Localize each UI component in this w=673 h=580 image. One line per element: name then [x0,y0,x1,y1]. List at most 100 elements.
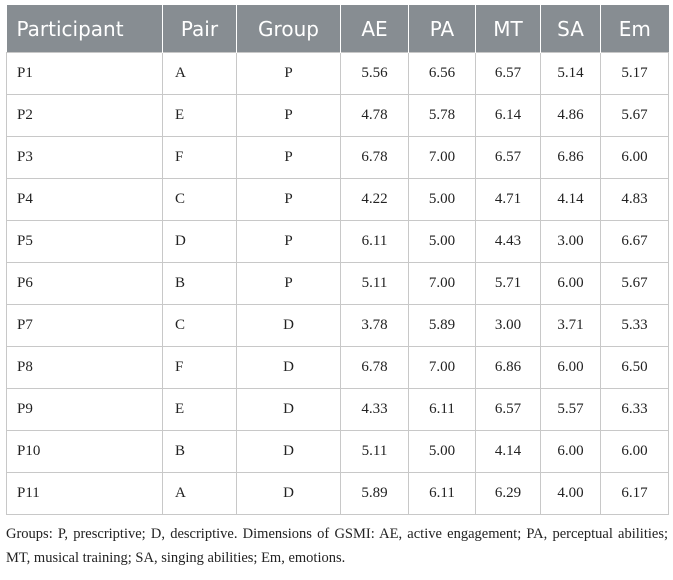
table-cell: P4 [6,178,163,221]
table-cell: 4.71 [475,178,541,221]
table-cell: 6.78 [340,136,409,179]
table-cell: 6.56 [408,52,476,95]
table-cell: B [162,430,237,473]
table-cell: B [162,262,237,305]
table-cell: P [236,136,341,179]
table-row: P8 F D 6.78 7.00 6.86 6.00 6.50 [6,346,669,389]
table-cell: P8 [6,346,163,389]
table-cell: C [162,178,237,221]
table-cell: 6.86 [475,346,541,389]
table-row: P7 C D 3.78 5.89 3.00 3.71 5.33 [6,304,669,347]
table-cell: 4.33 [340,388,409,431]
table-cell: 6.57 [475,136,541,179]
table-cell: 5.00 [408,220,476,263]
table-cell: 5.14 [540,52,601,95]
table-cell: P9 [6,388,163,431]
table-row: P5 D P 6.11 5.00 4.43 3.00 6.67 [6,220,669,263]
table-cell: 6.11 [408,388,476,431]
table-cell: 4.83 [600,178,669,221]
table-row: P10 B D 5.11 5.00 4.14 6.00 6.00 [6,430,669,473]
header-row: Participant Pair Group AE PA MT SA Em [6,5,669,53]
table-row: P4 C P 4.22 5.00 4.71 4.14 4.83 [6,178,669,221]
table-cell: P7 [6,304,163,347]
header-cell: PA [408,5,476,53]
table-cell: C [162,304,237,347]
table-cell: 4.00 [540,472,601,515]
table-cell: 6.57 [475,52,541,95]
table-cell: 4.86 [540,94,601,137]
table-cell: 6.78 [340,346,409,389]
header-cell: Em [600,5,669,53]
table-cell: 6.00 [600,136,669,179]
table-cell: 5.89 [340,472,409,515]
table-cell: 4.22 [340,178,409,221]
table-cell: 5.71 [475,262,541,305]
table-cell: 4.43 [475,220,541,263]
table-cell: E [162,388,237,431]
table-cell: 5.17 [600,52,669,95]
table-row: P3 F P 6.78 7.00 6.57 6.86 6.00 [6,136,669,179]
table-body: P1 A P 5.56 6.56 6.57 5.14 5.17 P2 E P 4.78 5.78 6.14… [6,52,669,515]
table-cell: F [162,136,237,179]
table-row: P6 B P 5.11 7.00 5.71 6.00 5.67 [6,262,669,305]
table-cell: 4.14 [540,178,601,221]
table-cell: 3.71 [540,304,601,347]
table-cell: 4.14 [475,430,541,473]
table-cell: F [162,346,237,389]
table-cell: D [236,388,341,431]
table-cell: 5.57 [540,388,601,431]
table-cell: 6.00 [540,430,601,473]
table-cell: 3.78 [340,304,409,347]
table-cell: 6.67 [600,220,669,263]
header-cell: SA [540,5,601,53]
table-cell: 6.29 [475,472,541,515]
data-table: Participant Pair Group AE PA MT SA Em P1 A P 5.56 6… [6,5,669,515]
table-cell: P11 [6,472,163,515]
table-cell: 5.78 [408,94,476,137]
table-cell: D [162,220,237,263]
table-cell: 6.57 [475,388,541,431]
table-cell: 5.11 [340,262,409,305]
table-cell: 6.86 [540,136,601,179]
table-row: P2 E P 4.78 5.78 6.14 4.86 5.67 [6,94,669,137]
table-cell: 4.78 [340,94,409,137]
table-cell: 6.17 [600,472,669,515]
table-cell: 5.67 [600,262,669,305]
header-cell: MT [475,5,541,53]
table-cell: P [236,52,341,95]
table-cell: 6.33 [600,388,669,431]
table-cell: 5.11 [340,430,409,473]
table-cell: 6.50 [600,346,669,389]
table-cell: D [236,472,341,515]
table-cell: D [236,430,341,473]
table-cell: P [236,178,341,221]
table-cell: 7.00 [408,262,476,305]
table-cell: A [162,472,237,515]
table-cell: P [236,262,341,305]
table-cell: P5 [6,220,163,263]
table-cell: 5.00 [408,430,476,473]
header-cell: Participant [6,5,163,53]
table-cell: D [236,346,341,389]
table-cell: 5.00 [408,178,476,221]
table-cell: 6.11 [408,472,476,515]
table-row: P11 A D 5.89 6.11 6.29 4.00 6.17 [6,472,669,515]
table-cell: 6.00 [540,346,601,389]
header-cell: Pair [162,5,237,53]
table-cell: P2 [6,94,163,137]
table-cell: 5.56 [340,52,409,95]
table-cell: 5.33 [600,304,669,347]
table-cell: 3.00 [475,304,541,347]
table-cell: 5.67 [600,94,669,137]
table-cell: P1 [6,52,163,95]
table-cell: 7.00 [408,346,476,389]
table-cell: P3 [6,136,163,179]
table-row: P1 A P 5.56 6.56 6.57 5.14 5.17 [6,52,669,95]
table-cell: A [162,52,237,95]
table-cell: 7.00 [408,136,476,179]
table-cell: P6 [6,262,163,305]
table-cell: 5.89 [408,304,476,347]
table-cell: D [236,304,341,347]
table-cell: 6.11 [340,220,409,263]
